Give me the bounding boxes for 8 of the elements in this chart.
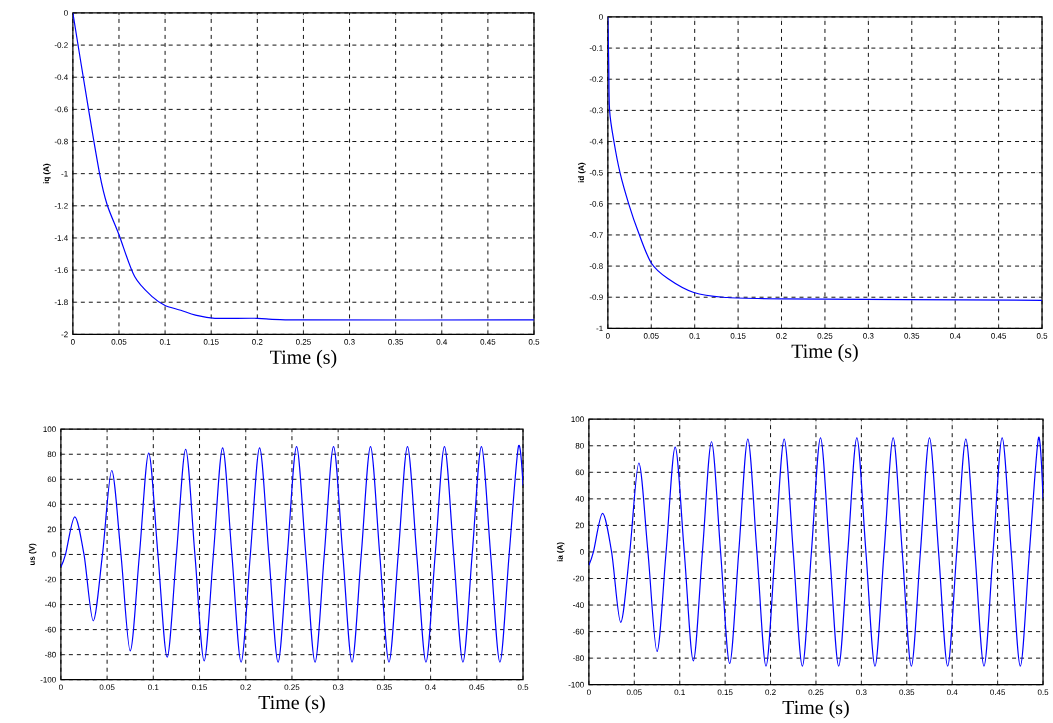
x-axis-title: Time (s) [258, 695, 325, 714]
x-axis-title: Time (s) [791, 344, 858, 363]
line-series [72, 13, 534, 321]
x-axis-title: Time (s) [270, 350, 337, 369]
line-series [60, 446, 524, 663]
x-axis-title: Time (s) [782, 700, 849, 719]
line-series [588, 437, 1044, 667]
line-series [607, 17, 1043, 302]
